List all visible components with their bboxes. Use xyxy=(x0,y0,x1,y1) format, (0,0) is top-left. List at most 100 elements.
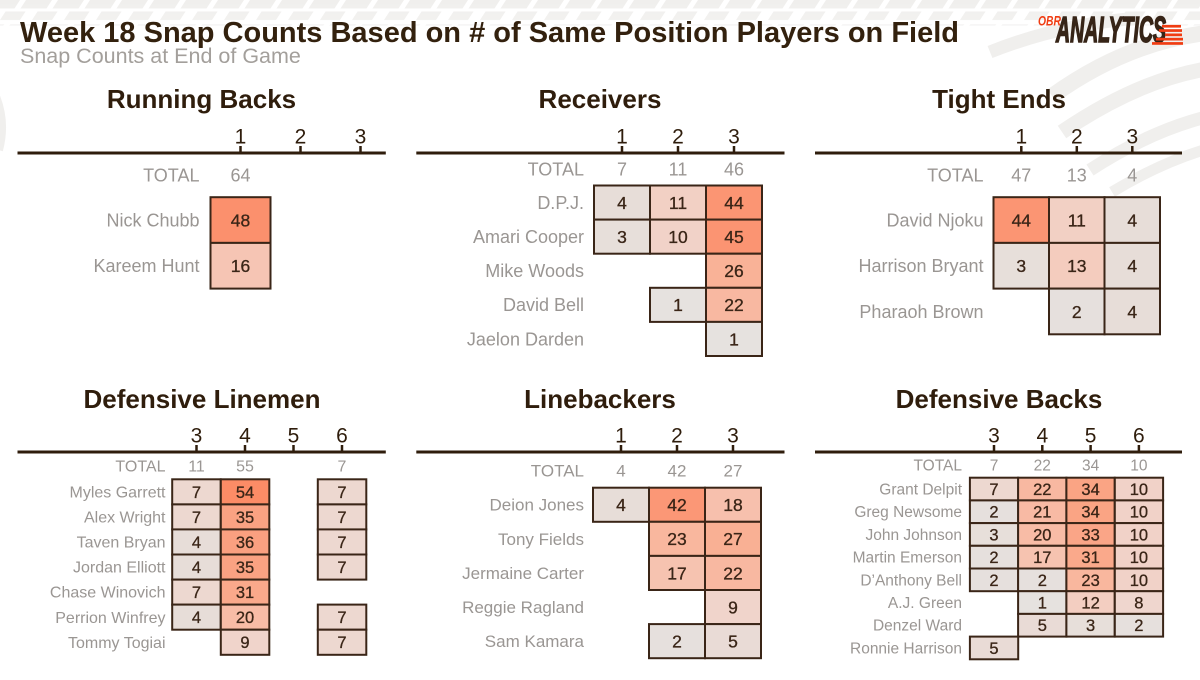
svg-text:27: 27 xyxy=(723,529,742,549)
svg-text:7: 7 xyxy=(192,484,201,502)
svg-text:36: 36 xyxy=(236,534,254,552)
svg-text:8: 8 xyxy=(1134,594,1143,612)
svg-text:Mike Woods: Mike Woods xyxy=(485,261,584,281)
svg-text:1: 1 xyxy=(673,295,683,315)
svg-text:Sam Kamara: Sam Kamara xyxy=(485,632,585,651)
svg-text:2: 2 xyxy=(1134,617,1143,635)
svg-text:2: 2 xyxy=(295,126,307,149)
svg-text:Tony Fields: Tony Fields xyxy=(498,530,584,549)
svg-text:David Njoku: David Njoku xyxy=(886,210,983,230)
svg-text:2: 2 xyxy=(989,572,998,590)
svg-text:6: 6 xyxy=(336,425,348,448)
svg-text:Snap Counts at End of Game: Snap Counts at End of Game xyxy=(20,44,301,68)
svg-text:1: 1 xyxy=(1015,126,1027,149)
svg-text:2: 2 xyxy=(1071,126,1083,149)
svg-text:1: 1 xyxy=(616,126,628,149)
svg-text:5: 5 xyxy=(1038,617,1047,635)
svg-text:Perrion Winfrey: Perrion Winfrey xyxy=(55,610,165,627)
svg-text:Week 18 Snap Counts Based on #: Week 18 Snap Counts Based on # of Same P… xyxy=(20,17,959,49)
svg-text:1: 1 xyxy=(1038,594,1047,612)
svg-text:7: 7 xyxy=(617,159,627,179)
svg-text:7: 7 xyxy=(989,481,998,499)
svg-text:Nick Chubb: Nick Chubb xyxy=(106,210,199,230)
svg-text:ANALYTICS: ANALYTICS xyxy=(1055,9,1166,50)
svg-text:7: 7 xyxy=(337,559,346,577)
svg-text:Alex Wright: Alex Wright xyxy=(84,510,166,527)
svg-text:54: 54 xyxy=(236,484,254,502)
svg-text:Taven Bryan: Taven Bryan xyxy=(77,535,166,552)
svg-text:Grant Delpit: Grant Delpit xyxy=(879,481,962,498)
svg-text:Harrison Bryant: Harrison Bryant xyxy=(858,256,983,276)
svg-text:3: 3 xyxy=(1016,256,1026,276)
svg-text:34: 34 xyxy=(1081,504,1099,522)
svg-text:TOTAL: TOTAL xyxy=(115,459,165,476)
svg-text:4: 4 xyxy=(192,534,201,552)
svg-text:3: 3 xyxy=(191,425,203,448)
svg-text:18: 18 xyxy=(723,495,742,515)
svg-text:Deion Jones: Deion Jones xyxy=(489,496,584,515)
svg-text:1: 1 xyxy=(235,126,247,149)
svg-text:23: 23 xyxy=(1081,572,1099,590)
svg-text:Martin Emerson: Martin Emerson xyxy=(853,550,962,567)
svg-text:Myles Garrett: Myles Garrett xyxy=(69,484,166,501)
svg-text:22: 22 xyxy=(1033,481,1051,499)
svg-text:10: 10 xyxy=(1130,504,1148,522)
svg-text:3: 3 xyxy=(989,526,998,544)
svg-text:34: 34 xyxy=(1081,481,1099,499)
svg-text:22: 22 xyxy=(723,563,742,583)
svg-text:Defensive Linemen: Defensive Linemen xyxy=(84,384,321,414)
svg-text:10: 10 xyxy=(1130,572,1148,590)
svg-text:55: 55 xyxy=(236,459,254,476)
svg-text:10: 10 xyxy=(1130,549,1148,567)
svg-text:11: 11 xyxy=(669,193,687,213)
svg-text:Receivers: Receivers xyxy=(539,84,662,114)
svg-text:Amari Cooper: Amari Cooper xyxy=(473,227,584,247)
svg-text:OBR: OBR xyxy=(1038,13,1062,29)
svg-text:D’Anthony Bell: D’Anthony Bell xyxy=(860,572,962,589)
svg-text:17: 17 xyxy=(667,563,686,583)
svg-text:4: 4 xyxy=(239,425,251,448)
svg-text:2: 2 xyxy=(1038,572,1047,590)
svg-text:Denzel Ward: Denzel Ward xyxy=(873,618,962,635)
svg-text:Tommy Togiai: Tommy Togiai xyxy=(68,635,166,652)
svg-text:4: 4 xyxy=(616,495,626,515)
svg-text:7: 7 xyxy=(337,634,346,652)
svg-text:4: 4 xyxy=(1127,256,1137,276)
svg-text:4: 4 xyxy=(1127,302,1137,322)
svg-text:7: 7 xyxy=(337,609,346,627)
svg-text:13: 13 xyxy=(1067,165,1087,185)
svg-text:20: 20 xyxy=(1033,526,1051,544)
svg-text:Kareem Hunt: Kareem Hunt xyxy=(93,256,199,276)
svg-text:D.P.J.: D.P.J. xyxy=(537,193,584,213)
svg-text:Tight Ends: Tight Ends xyxy=(932,84,1066,114)
svg-text:7: 7 xyxy=(338,459,347,476)
svg-text:10: 10 xyxy=(1130,481,1148,499)
svg-text:A.J. Green: A.J. Green xyxy=(888,595,962,612)
svg-text:3: 3 xyxy=(355,126,367,149)
svg-text:2: 2 xyxy=(989,549,998,567)
svg-text:2: 2 xyxy=(989,504,998,522)
svg-text:9: 9 xyxy=(728,597,738,617)
svg-text:3: 3 xyxy=(1086,617,1095,635)
svg-text:44: 44 xyxy=(724,193,744,213)
svg-text:1: 1 xyxy=(729,329,739,349)
svg-text:5: 5 xyxy=(728,631,738,651)
svg-text:Defensive Backs: Defensive Backs xyxy=(896,384,1103,414)
svg-text:1: 1 xyxy=(615,425,627,448)
svg-text:31: 31 xyxy=(236,584,254,602)
svg-text:35: 35 xyxy=(236,509,254,527)
svg-text:John Johnson: John Johnson xyxy=(865,527,962,544)
svg-text:4: 4 xyxy=(192,559,201,577)
svg-text:13: 13 xyxy=(1067,256,1086,276)
svg-text:7: 7 xyxy=(337,509,346,527)
svg-text:7: 7 xyxy=(990,457,999,474)
svg-text:7: 7 xyxy=(192,509,201,527)
svg-text:2: 2 xyxy=(671,425,683,448)
svg-text:4: 4 xyxy=(616,461,625,480)
svg-text:3: 3 xyxy=(1126,126,1138,149)
svg-text:3: 3 xyxy=(988,425,1000,448)
svg-text:TOTAL: TOTAL xyxy=(531,461,584,480)
svg-text:David Bell: David Bell xyxy=(503,295,584,315)
svg-text:17: 17 xyxy=(1033,549,1051,567)
svg-text:Jermaine Carter: Jermaine Carter xyxy=(462,564,584,583)
